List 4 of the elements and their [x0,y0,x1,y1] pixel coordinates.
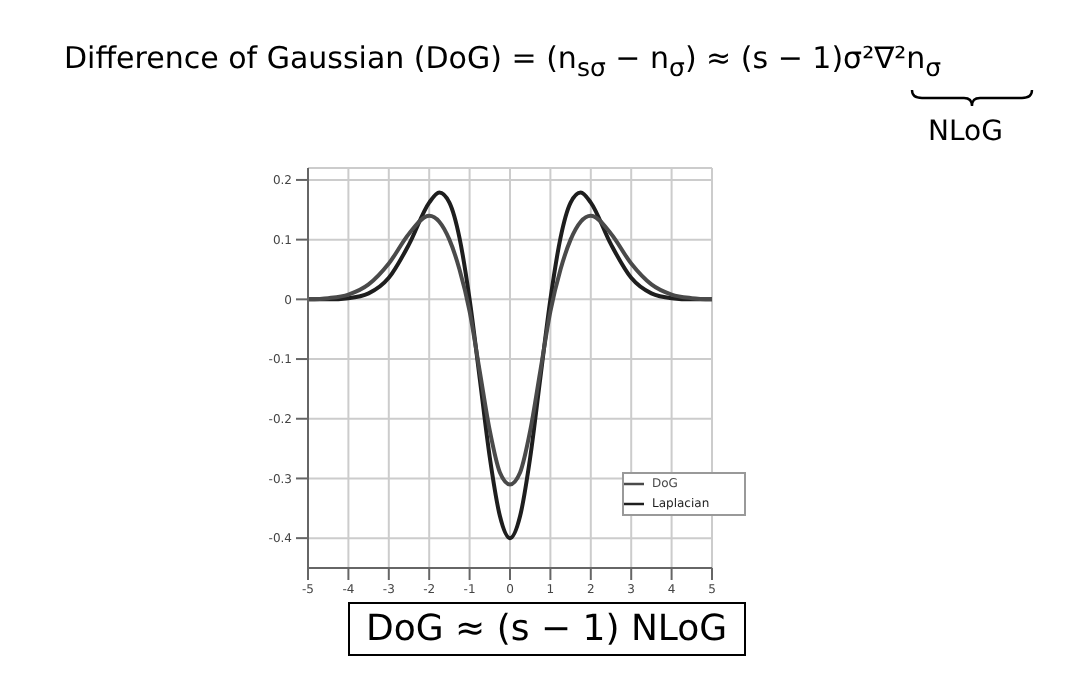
chart-title: Difference of Gaussian (DoG) = (n$_{sσ}$ − n$_{σ}$) ≈ (s − 1)σ²∇²n$_{σ}$ [64,40,942,82]
text: DoG ≈ (s − 1) NLoG [348,602,746,656]
line-series [308,213,712,487]
text: NLoG [928,116,1003,148]
